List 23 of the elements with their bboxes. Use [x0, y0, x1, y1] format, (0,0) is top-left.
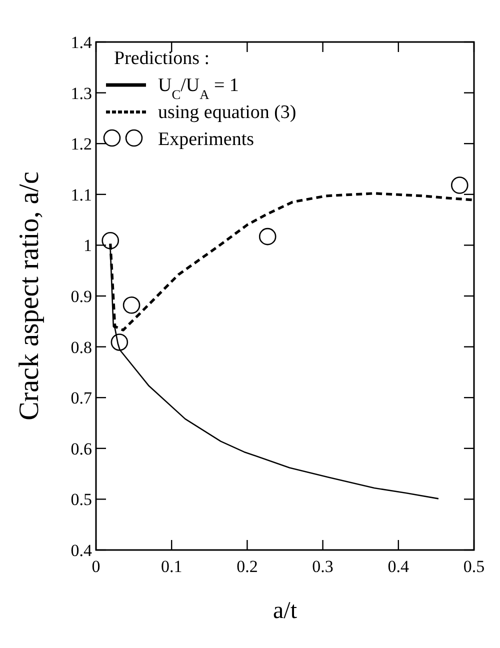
- x-tick-label: 0.1: [160, 557, 182, 576]
- x-axis-title: a/t: [273, 598, 298, 624]
- y-tick-label: 0.8: [70, 338, 92, 357]
- x-tick-label: 0.3: [312, 557, 334, 576]
- y-tick-label: 0.6: [70, 439, 92, 458]
- x-tick-label: 0: [92, 557, 100, 576]
- y-tick-label: 0.4: [70, 541, 92, 560]
- y-tick-label: 1.3: [70, 84, 92, 103]
- y-tick-label: 1: [84, 236, 92, 256]
- x-tick-label: 0.4: [388, 557, 410, 576]
- legend-label: Experiments: [158, 129, 254, 150]
- y-tick-label: 1.2: [70, 134, 92, 154]
- y-tick-label: 0.7: [70, 388, 92, 408]
- legend-title: Predictions :: [114, 48, 210, 69]
- legend-label: using equation (3): [158, 102, 296, 123]
- y-tick-label: 1.4: [70, 33, 92, 52]
- x-tick-label: 0.2: [236, 557, 258, 576]
- y-axis-title: Crack aspect ratio, a/c: [14, 172, 45, 420]
- y-tick-label: 1.1: [70, 185, 92, 204]
- y-tick-label: 0.5: [70, 490, 92, 510]
- x-tick-label: 0.5: [463, 557, 485, 576]
- legend-label: U$_{C}$/U$_{A}$ = 1: [158, 75, 239, 102]
- y-tick-label: 0.9: [70, 287, 92, 306]
